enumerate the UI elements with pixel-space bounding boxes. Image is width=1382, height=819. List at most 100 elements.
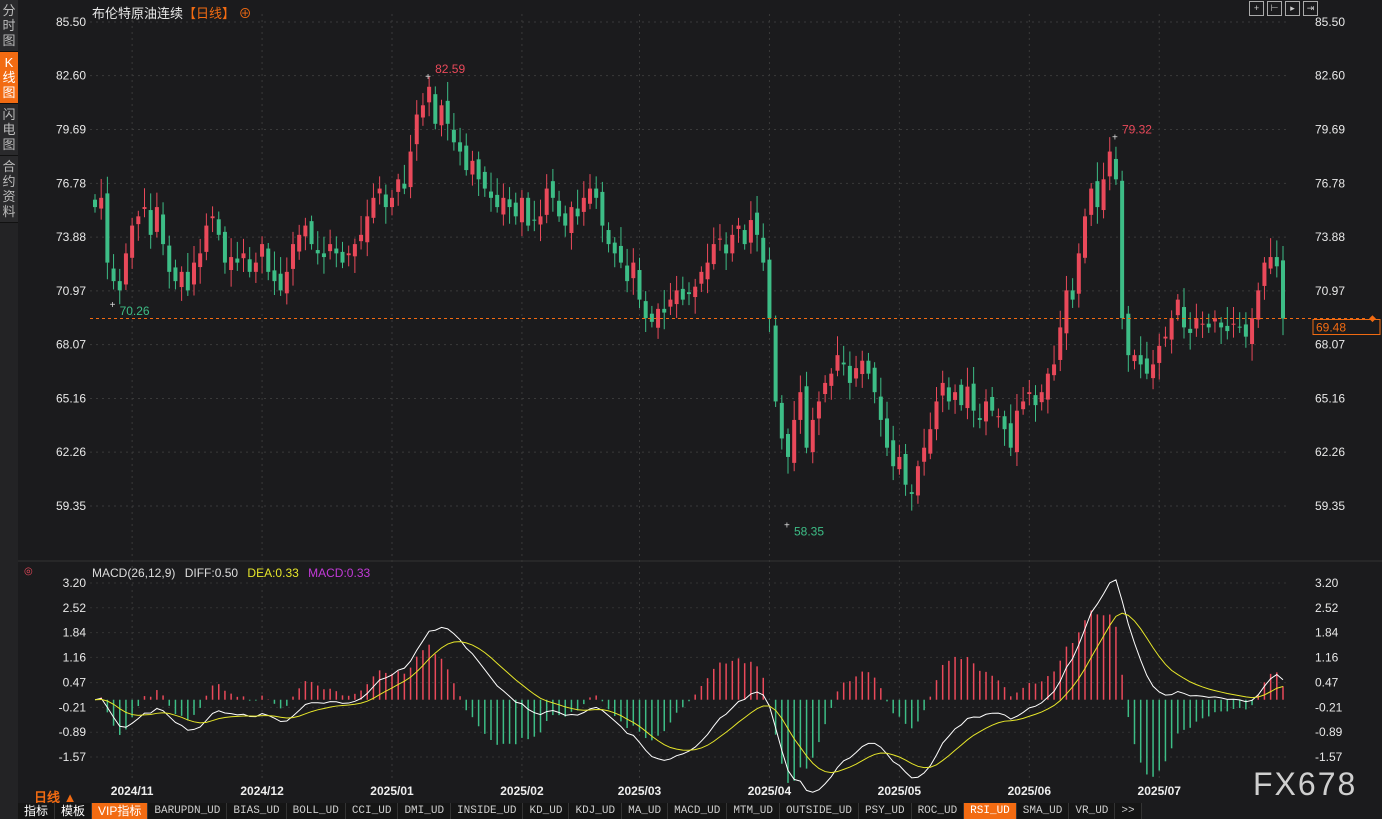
y-tick-right: 76.78 bbox=[1315, 176, 1345, 190]
candle-body bbox=[1089, 188, 1094, 215]
tab-bias-ud[interactable]: BIAS_UD bbox=[227, 803, 287, 819]
tab-cci-ud[interactable]: CCI_UD bbox=[345, 803, 399, 819]
candle-body bbox=[266, 248, 271, 272]
x-tick: 2025/02 bbox=[500, 784, 544, 798]
candle-body bbox=[241, 253, 246, 259]
candle-body bbox=[359, 234, 364, 242]
crosshair-icon[interactable]: + bbox=[1249, 1, 1264, 16]
macd-y-tick-left: 0.47 bbox=[63, 676, 87, 690]
tab-kd-ud[interactable]: KD_UD bbox=[523, 803, 570, 819]
tab-vip-[interactable]: VIP指标 bbox=[92, 803, 149, 819]
period-label[interactable]: 日线 ▲ bbox=[34, 790, 77, 805]
candle-body bbox=[272, 270, 277, 282]
candle-body bbox=[1219, 322, 1224, 328]
tab-vr-ud[interactable]: VR_UD bbox=[1069, 803, 1116, 819]
candle-body bbox=[167, 245, 172, 272]
chart-toolbar: + ⊢ ▸ ⇥ bbox=[1249, 1, 1318, 16]
candle-body bbox=[229, 257, 234, 271]
candle-body bbox=[1014, 410, 1019, 453]
candle-body bbox=[550, 181, 555, 198]
tab-mtm-ud[interactable]: MTM_UD bbox=[727, 803, 780, 819]
macd-y-tick-left: 1.84 bbox=[63, 626, 87, 640]
candle-body bbox=[1021, 401, 1026, 410]
y-tick-left: 76.78 bbox=[56, 176, 86, 190]
tab-inside-ud[interactable]: INSIDE_UD bbox=[451, 803, 524, 819]
candle-body bbox=[93, 199, 97, 208]
candle-body bbox=[891, 440, 896, 467]
candle-body bbox=[755, 212, 760, 235]
candle-body bbox=[965, 386, 970, 409]
candle-body bbox=[1120, 180, 1125, 319]
candle-body bbox=[847, 365, 852, 383]
macd-y-tick-left: 1.16 bbox=[63, 650, 87, 664]
play-icon[interactable]: ▸ bbox=[1285, 1, 1300, 16]
tab--[interactable]: 指标 bbox=[18, 803, 56, 819]
tab--[interactable]: 模板 bbox=[55, 803, 93, 819]
candle-body bbox=[656, 308, 661, 328]
candle-body bbox=[829, 373, 834, 386]
x-tick: 2025/01 bbox=[370, 784, 414, 798]
tab-kdj-ud[interactable]: KDJ_UD bbox=[569, 803, 623, 819]
candle-body bbox=[1095, 181, 1100, 208]
candle-body bbox=[396, 179, 401, 192]
y-tick-right: 62.26 bbox=[1315, 445, 1345, 459]
candle-body bbox=[371, 197, 376, 218]
candle-body bbox=[284, 271, 289, 294]
watermark: FX678 bbox=[1253, 766, 1358, 802]
candle-body bbox=[1194, 318, 1199, 329]
tab-rsi-ud[interactable]: RSI_UD bbox=[964, 803, 1017, 819]
candle-body bbox=[996, 416, 1001, 418]
tab-barupdn-ud[interactable]: BARUPDN_UD bbox=[148, 803, 228, 819]
macd-name: MACD(26,12,9) bbox=[92, 566, 176, 580]
circle-plus-icon[interactable]: ⊕ bbox=[238, 6, 252, 21]
y-tick-right: 73.88 bbox=[1315, 230, 1345, 244]
sidebar-item-tick-chart[interactable]: 闪电图 bbox=[0, 104, 18, 156]
candle-body bbox=[489, 191, 493, 198]
candle-body bbox=[699, 271, 704, 284]
y-tick-right: 85.50 bbox=[1315, 15, 1345, 29]
candle-body bbox=[130, 225, 135, 258]
tab-dmi-ud[interactable]: DMI_UD bbox=[398, 803, 452, 819]
candle-body bbox=[705, 262, 710, 280]
period-badge: 【日线】 bbox=[183, 6, 236, 21]
candle-body bbox=[1083, 216, 1087, 258]
tab-boll-ud[interactable]: BOLL_UD bbox=[286, 803, 346, 819]
indicator-settings-icon[interactable]: ◎ bbox=[24, 566, 33, 577]
sidebar-item-time-chart[interactable]: 分时图 bbox=[0, 0, 18, 52]
dea-line bbox=[94, 612, 1284, 774]
candle-body bbox=[804, 386, 809, 448]
y-tick-left: 82.60 bbox=[56, 69, 86, 83]
candle-body bbox=[1064, 290, 1069, 334]
candle-body bbox=[1281, 260, 1285, 319]
candle-body bbox=[204, 225, 209, 252]
candle-body bbox=[693, 286, 698, 298]
candle-body bbox=[390, 197, 394, 208]
candle-body bbox=[408, 151, 413, 188]
tab-ma-ud[interactable]: MA_UD bbox=[622, 803, 669, 819]
sidebar-item-contract-info[interactable]: 合约资料 bbox=[0, 156, 18, 223]
tab-roc-ud[interactable]: ROC_UD bbox=[911, 803, 965, 819]
candle-body bbox=[544, 188, 549, 215]
sidebar-item-k-line[interactable]: K线图 bbox=[0, 52, 18, 104]
candle-body bbox=[519, 197, 524, 223]
candle-body bbox=[977, 418, 982, 420]
candle-body bbox=[748, 220, 753, 243]
candle-body bbox=[482, 171, 487, 189]
tab-macd-ud[interactable]: MACD_UD bbox=[668, 803, 728, 819]
move-right-icon[interactable]: ⇥ bbox=[1303, 1, 1318, 16]
tab-psy-ud[interactable]: PSY_UD bbox=[858, 803, 912, 819]
candle-body bbox=[464, 145, 469, 171]
x-tick: 2024/11 bbox=[111, 784, 154, 798]
tab-sma-ud[interactable]: SMA_UD bbox=[1016, 803, 1070, 819]
tab--[interactable]: >> bbox=[1115, 803, 1142, 819]
candle-body bbox=[1058, 327, 1063, 360]
tab-outside-ud[interactable]: OUTSIDE_UD bbox=[779, 803, 859, 819]
macd-y-tick-right: -0.21 bbox=[1315, 700, 1343, 714]
sidebar: 分时图 K线图 闪电图 合约资料 bbox=[0, 0, 18, 819]
candle-body bbox=[773, 325, 778, 402]
diff-line bbox=[94, 579, 1284, 793]
candle-body bbox=[377, 188, 382, 194]
candle-body bbox=[185, 271, 190, 291]
zoom-in-icon[interactable]: ⊢ bbox=[1267, 1, 1282, 16]
